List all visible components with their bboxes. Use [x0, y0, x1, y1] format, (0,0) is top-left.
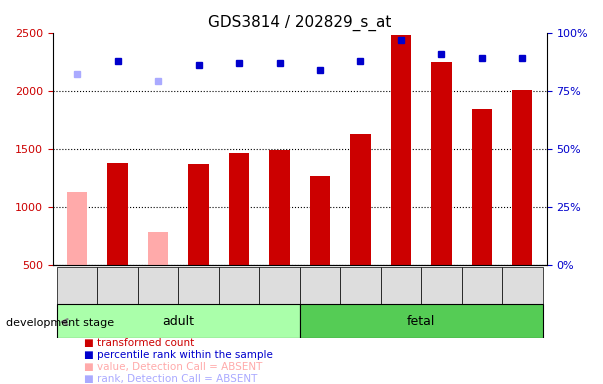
Text: adult: adult: [162, 315, 194, 328]
Text: ■ value, Detection Call = ABSENT: ■ value, Detection Call = ABSENT: [84, 362, 263, 372]
Text: ■ rank, Detection Call = ABSENT: ■ rank, Detection Call = ABSENT: [84, 374, 258, 384]
FancyBboxPatch shape: [340, 267, 380, 304]
Bar: [229, 152, 249, 265]
FancyBboxPatch shape: [462, 267, 502, 304]
FancyBboxPatch shape: [138, 267, 178, 304]
Bar: [67, 192, 87, 265]
FancyBboxPatch shape: [57, 267, 97, 304]
FancyBboxPatch shape: [421, 267, 462, 304]
Text: ■ transformed count: ■ transformed count: [84, 338, 195, 348]
Text: development stage: development stage: [6, 318, 114, 328]
Bar: [472, 109, 492, 265]
Bar: [512, 89, 532, 265]
FancyBboxPatch shape: [300, 304, 543, 338]
FancyBboxPatch shape: [300, 267, 340, 304]
Bar: [148, 232, 168, 265]
Text: fetal: fetal: [407, 315, 435, 328]
FancyBboxPatch shape: [502, 267, 543, 304]
Bar: [391, 35, 411, 265]
Bar: [350, 134, 371, 265]
FancyBboxPatch shape: [380, 267, 421, 304]
FancyBboxPatch shape: [97, 267, 138, 304]
Bar: [270, 150, 289, 265]
FancyBboxPatch shape: [219, 267, 259, 304]
Title: GDS3814 / 202829_s_at: GDS3814 / 202829_s_at: [208, 15, 391, 31]
FancyBboxPatch shape: [178, 267, 219, 304]
FancyBboxPatch shape: [259, 267, 300, 304]
Text: ■ percentile rank within the sample: ■ percentile rank within the sample: [84, 350, 273, 360]
Bar: [310, 176, 330, 265]
Bar: [189, 164, 209, 265]
Bar: [107, 163, 128, 265]
FancyBboxPatch shape: [57, 304, 300, 338]
Bar: [431, 62, 452, 265]
